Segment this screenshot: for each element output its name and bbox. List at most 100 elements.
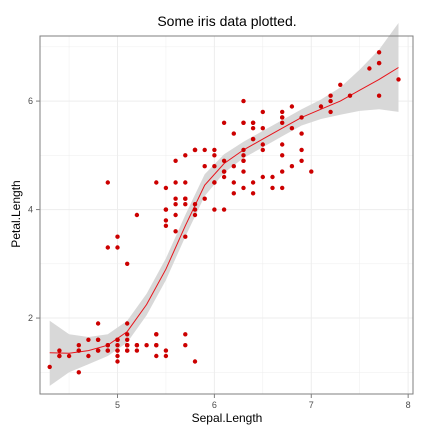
data-point — [163, 223, 169, 228]
data-point — [202, 196, 207, 201]
data-point — [105, 348, 111, 353]
data-point — [57, 348, 62, 353]
data-point — [241, 147, 246, 153]
data-point — [231, 164, 236, 169]
data-point — [163, 353, 169, 359]
data-point — [221, 158, 227, 163]
data-point — [280, 169, 285, 174]
data-point — [134, 348, 140, 353]
data-point — [95, 348, 101, 353]
data-point — [260, 174, 265, 180]
y-tick-label: 2 — [28, 313, 33, 323]
data-point — [376, 93, 382, 98]
data-point — [86, 353, 91, 359]
data-point — [76, 348, 82, 353]
data-point — [328, 98, 333, 104]
data-point — [173, 158, 178, 163]
data-point — [173, 196, 178, 201]
data-point — [338, 82, 343, 88]
data-point — [66, 353, 72, 359]
data-point — [260, 126, 265, 131]
data-point — [125, 343, 130, 348]
data-point — [250, 191, 256, 196]
x-tick-label: 8 — [406, 400, 411, 410]
x-tick-label: 6 — [212, 400, 217, 410]
data-point — [105, 180, 111, 185]
data-point — [289, 126, 295, 131]
data-point — [183, 343, 188, 348]
data-point — [231, 191, 236, 196]
data-point — [212, 147, 217, 153]
points — [47, 50, 401, 375]
x-tick-label: 5 — [115, 400, 120, 410]
data-point — [163, 218, 169, 223]
data-point — [192, 147, 198, 153]
data-point — [280, 109, 285, 115]
data-point — [221, 174, 227, 180]
data-point — [173, 202, 178, 207]
data-point — [289, 164, 295, 169]
data-point — [221, 169, 227, 174]
data-point — [183, 180, 188, 185]
data-point — [125, 332, 130, 337]
data-point — [125, 261, 130, 266]
data-point — [250, 180, 256, 185]
data-point — [154, 353, 159, 359]
data-point — [289, 104, 295, 109]
data-point — [299, 147, 304, 153]
data-point — [241, 185, 246, 191]
x-tick-label: 7 — [309, 400, 314, 410]
data-point — [250, 120, 256, 126]
x-axis: 5 6 7 8 — [115, 394, 411, 410]
data-point — [260, 109, 265, 115]
data-point — [134, 212, 140, 218]
data-point — [270, 174, 275, 180]
data-point — [347, 93, 353, 98]
data-point — [115, 337, 120, 342]
data-point — [173, 229, 178, 234]
data-point — [192, 359, 198, 364]
data-point — [280, 115, 285, 120]
data-point — [163, 185, 169, 191]
data-point — [309, 169, 314, 174]
data-point — [241, 169, 246, 174]
data-point — [318, 104, 324, 109]
data-point — [115, 353, 120, 359]
data-point — [299, 115, 304, 120]
data-point — [173, 180, 178, 185]
data-point — [105, 245, 111, 250]
data-point — [154, 332, 159, 337]
chart-title: Some iris data plotted. — [157, 13, 296, 29]
data-point — [115, 348, 120, 353]
data-point — [280, 153, 285, 158]
data-point — [328, 109, 333, 115]
data-point — [221, 207, 227, 212]
data-point — [328, 93, 333, 98]
data-point — [250, 136, 256, 142]
data-point — [280, 185, 285, 191]
data-point — [241, 153, 246, 158]
y-axis-label: Petal.Length — [9, 180, 23, 247]
data-point — [192, 212, 198, 218]
data-point — [241, 158, 246, 163]
data-point — [115, 234, 120, 239]
data-point — [57, 353, 62, 359]
data-point — [221, 120, 227, 126]
data-point — [299, 158, 304, 163]
data-point — [47, 364, 52, 370]
data-point — [212, 180, 217, 185]
data-point — [202, 164, 207, 169]
data-point — [231, 180, 236, 185]
data-point — [241, 98, 246, 104]
data-point — [183, 332, 188, 337]
y-tick-label: 6 — [28, 96, 33, 106]
data-point — [202, 147, 207, 153]
data-point — [154, 343, 159, 348]
data-point — [125, 348, 130, 353]
data-point — [376, 60, 382, 66]
data-point — [299, 131, 304, 136]
data-point — [241, 120, 246, 126]
data-point — [76, 343, 82, 348]
